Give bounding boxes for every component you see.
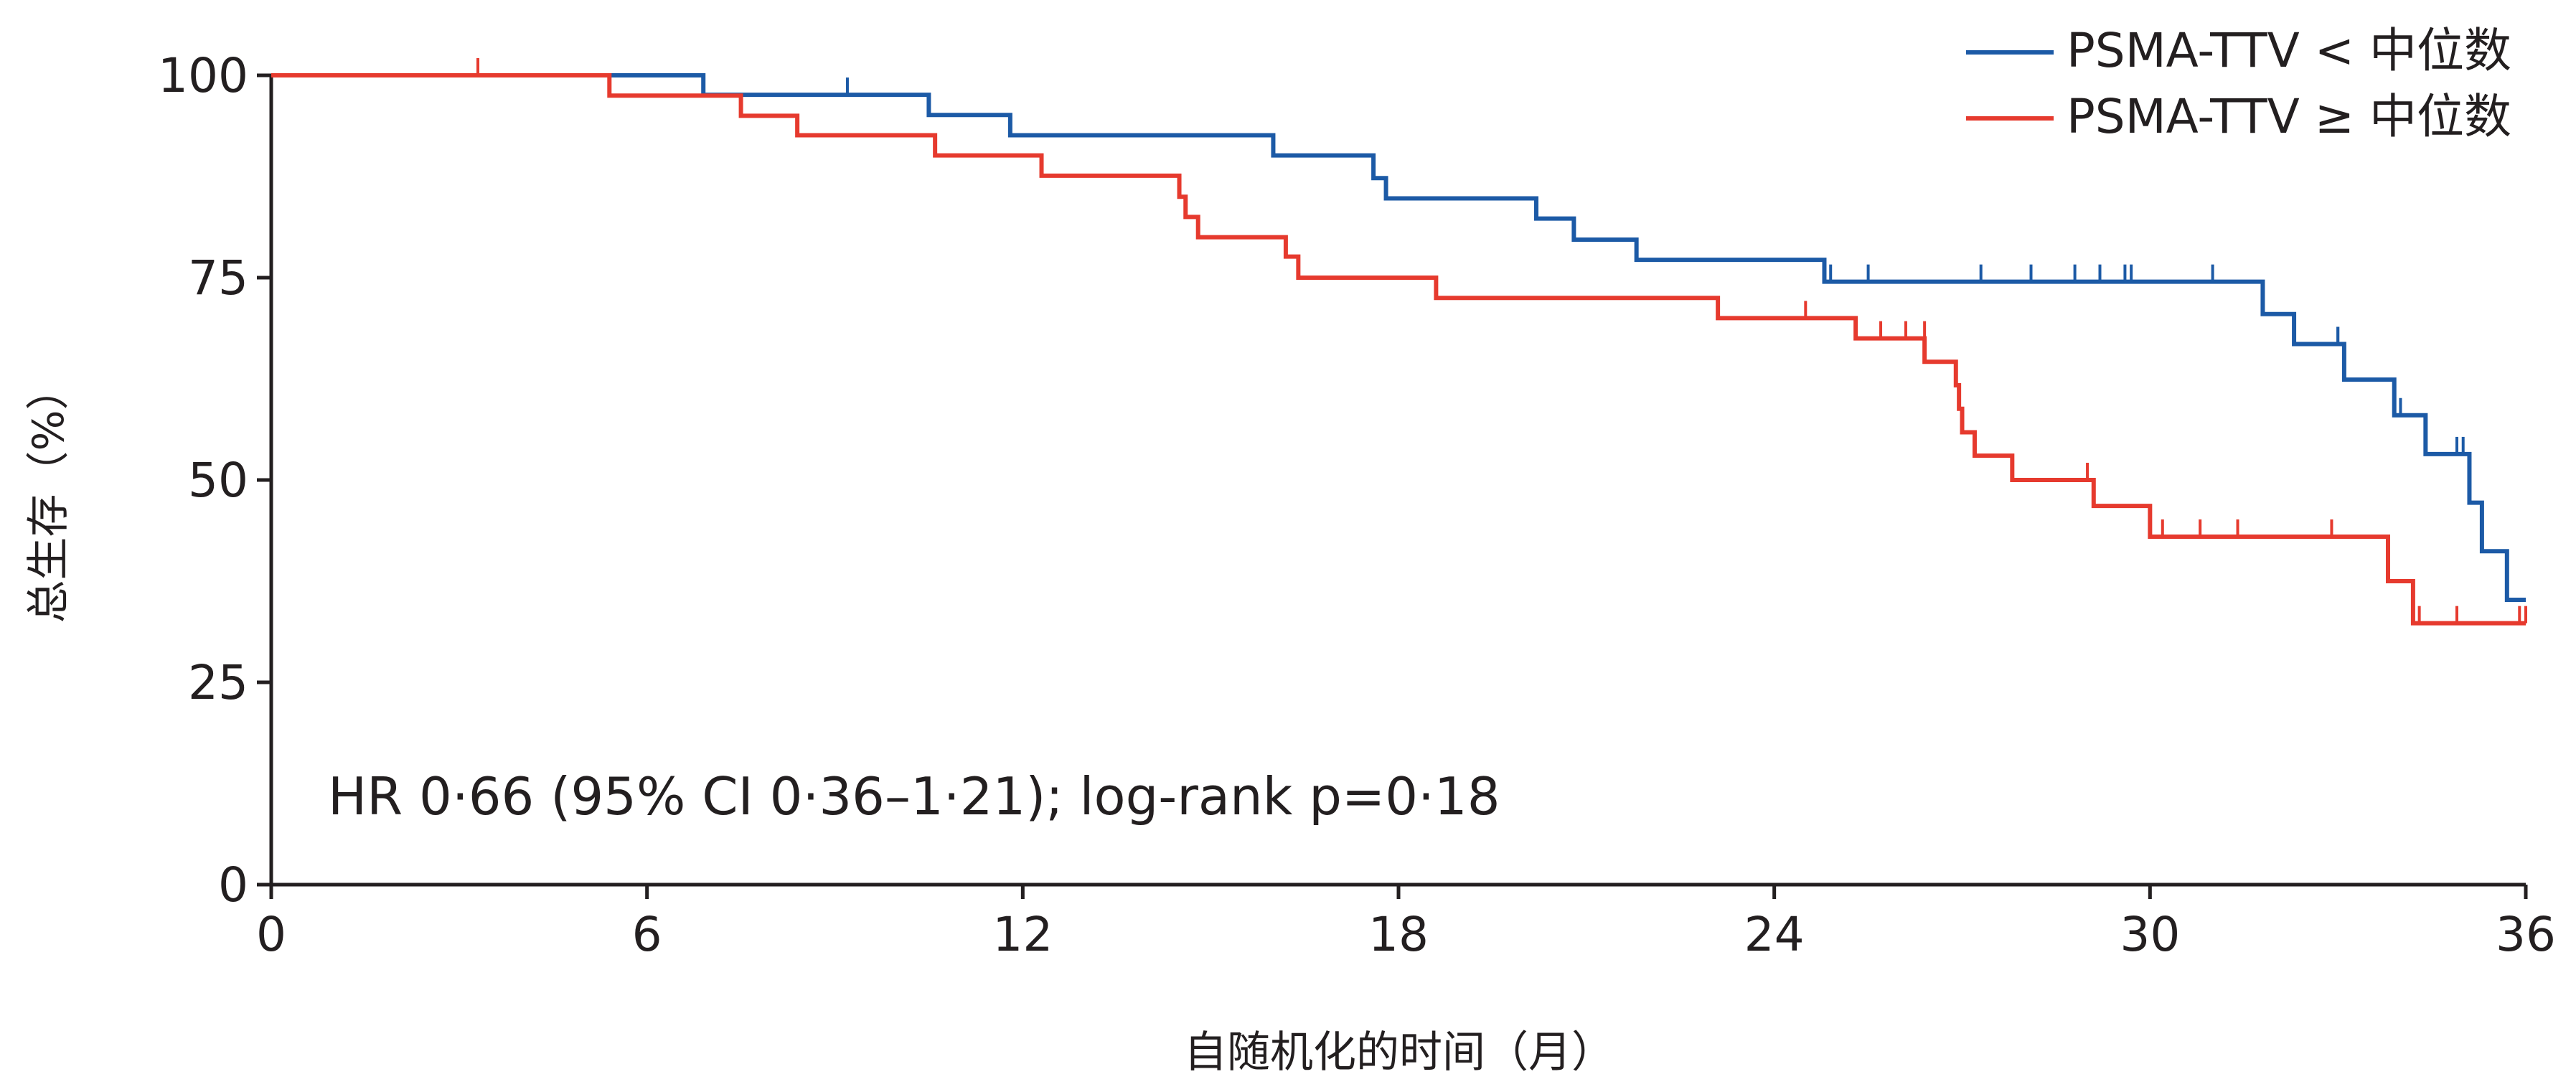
y-axis-title: 总生存（%） bbox=[24, 367, 74, 623]
x-tick-label-24: 24 bbox=[1744, 907, 1805, 962]
y-tick-label-25: 25 bbox=[188, 655, 248, 710]
legend: PSMA-TTV < 中位数 PSMA-TTV ≥ 中位数 bbox=[1966, 23, 2511, 144]
series-line-0 bbox=[271, 73, 2526, 602]
x-tick-label-6: 6 bbox=[632, 907, 662, 962]
y-tick-label-50: 50 bbox=[188, 453, 248, 508]
series-layer bbox=[271, 58, 2527, 626]
x-axis-title: 自随机化的时间（月） bbox=[1184, 1027, 1614, 1078]
axes: 0 6 12 18 24 30 36 0 25 50 75 100 bbox=[158, 48, 2556, 962]
y-tick-label-0: 0 bbox=[218, 857, 248, 913]
x-tick-label-12: 12 bbox=[992, 907, 1053, 962]
x-tick-label-36: 36 bbox=[2496, 907, 2556, 962]
y-tick-label-75: 75 bbox=[188, 250, 248, 306]
y-tick-label-100: 100 bbox=[158, 48, 248, 103]
legend-label-1: PSMA-TTV ≥ 中位数 bbox=[2067, 89, 2511, 144]
x-tick-label-18: 18 bbox=[1368, 907, 1429, 962]
legend-label-0: PSMA-TTV < 中位数 bbox=[2067, 23, 2511, 78]
hazard-ratio-annotation: HR 0·66 (95% CI 0·36–1·21); log-rank p=0… bbox=[328, 766, 1500, 827]
x-tick-label-0: 0 bbox=[256, 907, 286, 962]
x-tick-label-30: 30 bbox=[2120, 907, 2180, 962]
series-line-1 bbox=[271, 73, 2526, 626]
